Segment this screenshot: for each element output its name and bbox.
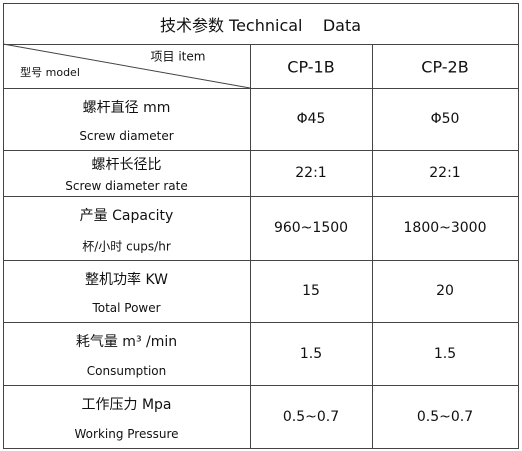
- row-sublabel: Screw diameter rate: [65, 178, 188, 193]
- row-label: 工作压力 Mpa: [81, 396, 172, 413]
- row-sublabel: Consumption: [86, 364, 167, 379]
- border: [250, 44, 251, 448]
- border: [3, 44, 519, 45]
- cell-value: 0.5~0.7: [416, 408, 474, 425]
- cell-value: Φ45: [296, 111, 326, 127]
- cell-value: 960~1500: [273, 220, 349, 236]
- cell-value: 1.5: [433, 345, 457, 362]
- column-header: CP-1B: [287, 57, 335, 77]
- border: [3, 3, 519, 4]
- cell-value: 0.5~0.7: [282, 408, 340, 425]
- cell-value: 1.5: [299, 345, 323, 362]
- column-header: CP-2B: [421, 57, 469, 77]
- title: 技术参数 Technical Data: [159, 16, 362, 35]
- border: [3, 322, 519, 323]
- row-label: 耗气量 m³ /min: [75, 333, 178, 350]
- border: [3, 88, 519, 89]
- border: [372, 44, 373, 448]
- border: [3, 196, 519, 197]
- row-sublabel: Total Power: [92, 301, 161, 316]
- row-sublabel: 杯/小时 cups/hr: [82, 239, 171, 254]
- row-sublabel: Screw diameter: [79, 129, 174, 144]
- row-label: 整机功率 KW: [85, 271, 168, 288]
- row-label: 产量 Capacity: [79, 208, 174, 225]
- header-diagonal: [2, 43, 251, 89]
- cell-value: 22:1: [295, 165, 327, 181]
- border: [3, 448, 519, 449]
- row-sublabel: Working Pressure: [74, 427, 179, 442]
- cell-value: 1800~3000: [403, 220, 487, 236]
- border: [3, 260, 519, 261]
- cell-value: 22:1: [429, 165, 461, 181]
- cell-value: 15: [302, 283, 320, 299]
- cell-value: 20: [436, 283, 454, 299]
- cell-value: Φ50: [430, 111, 460, 127]
- border: [518, 3, 519, 448]
- border: [3, 385, 519, 386]
- row-label: 螺杆长径比: [91, 156, 162, 173]
- item-header: 项目 item: [150, 49, 206, 64]
- border: [3, 150, 519, 151]
- row-label: 螺杆直径 mm: [82, 99, 171, 116]
- border: [3, 3, 4, 448]
- model-header: 型号 model: [20, 66, 80, 79]
